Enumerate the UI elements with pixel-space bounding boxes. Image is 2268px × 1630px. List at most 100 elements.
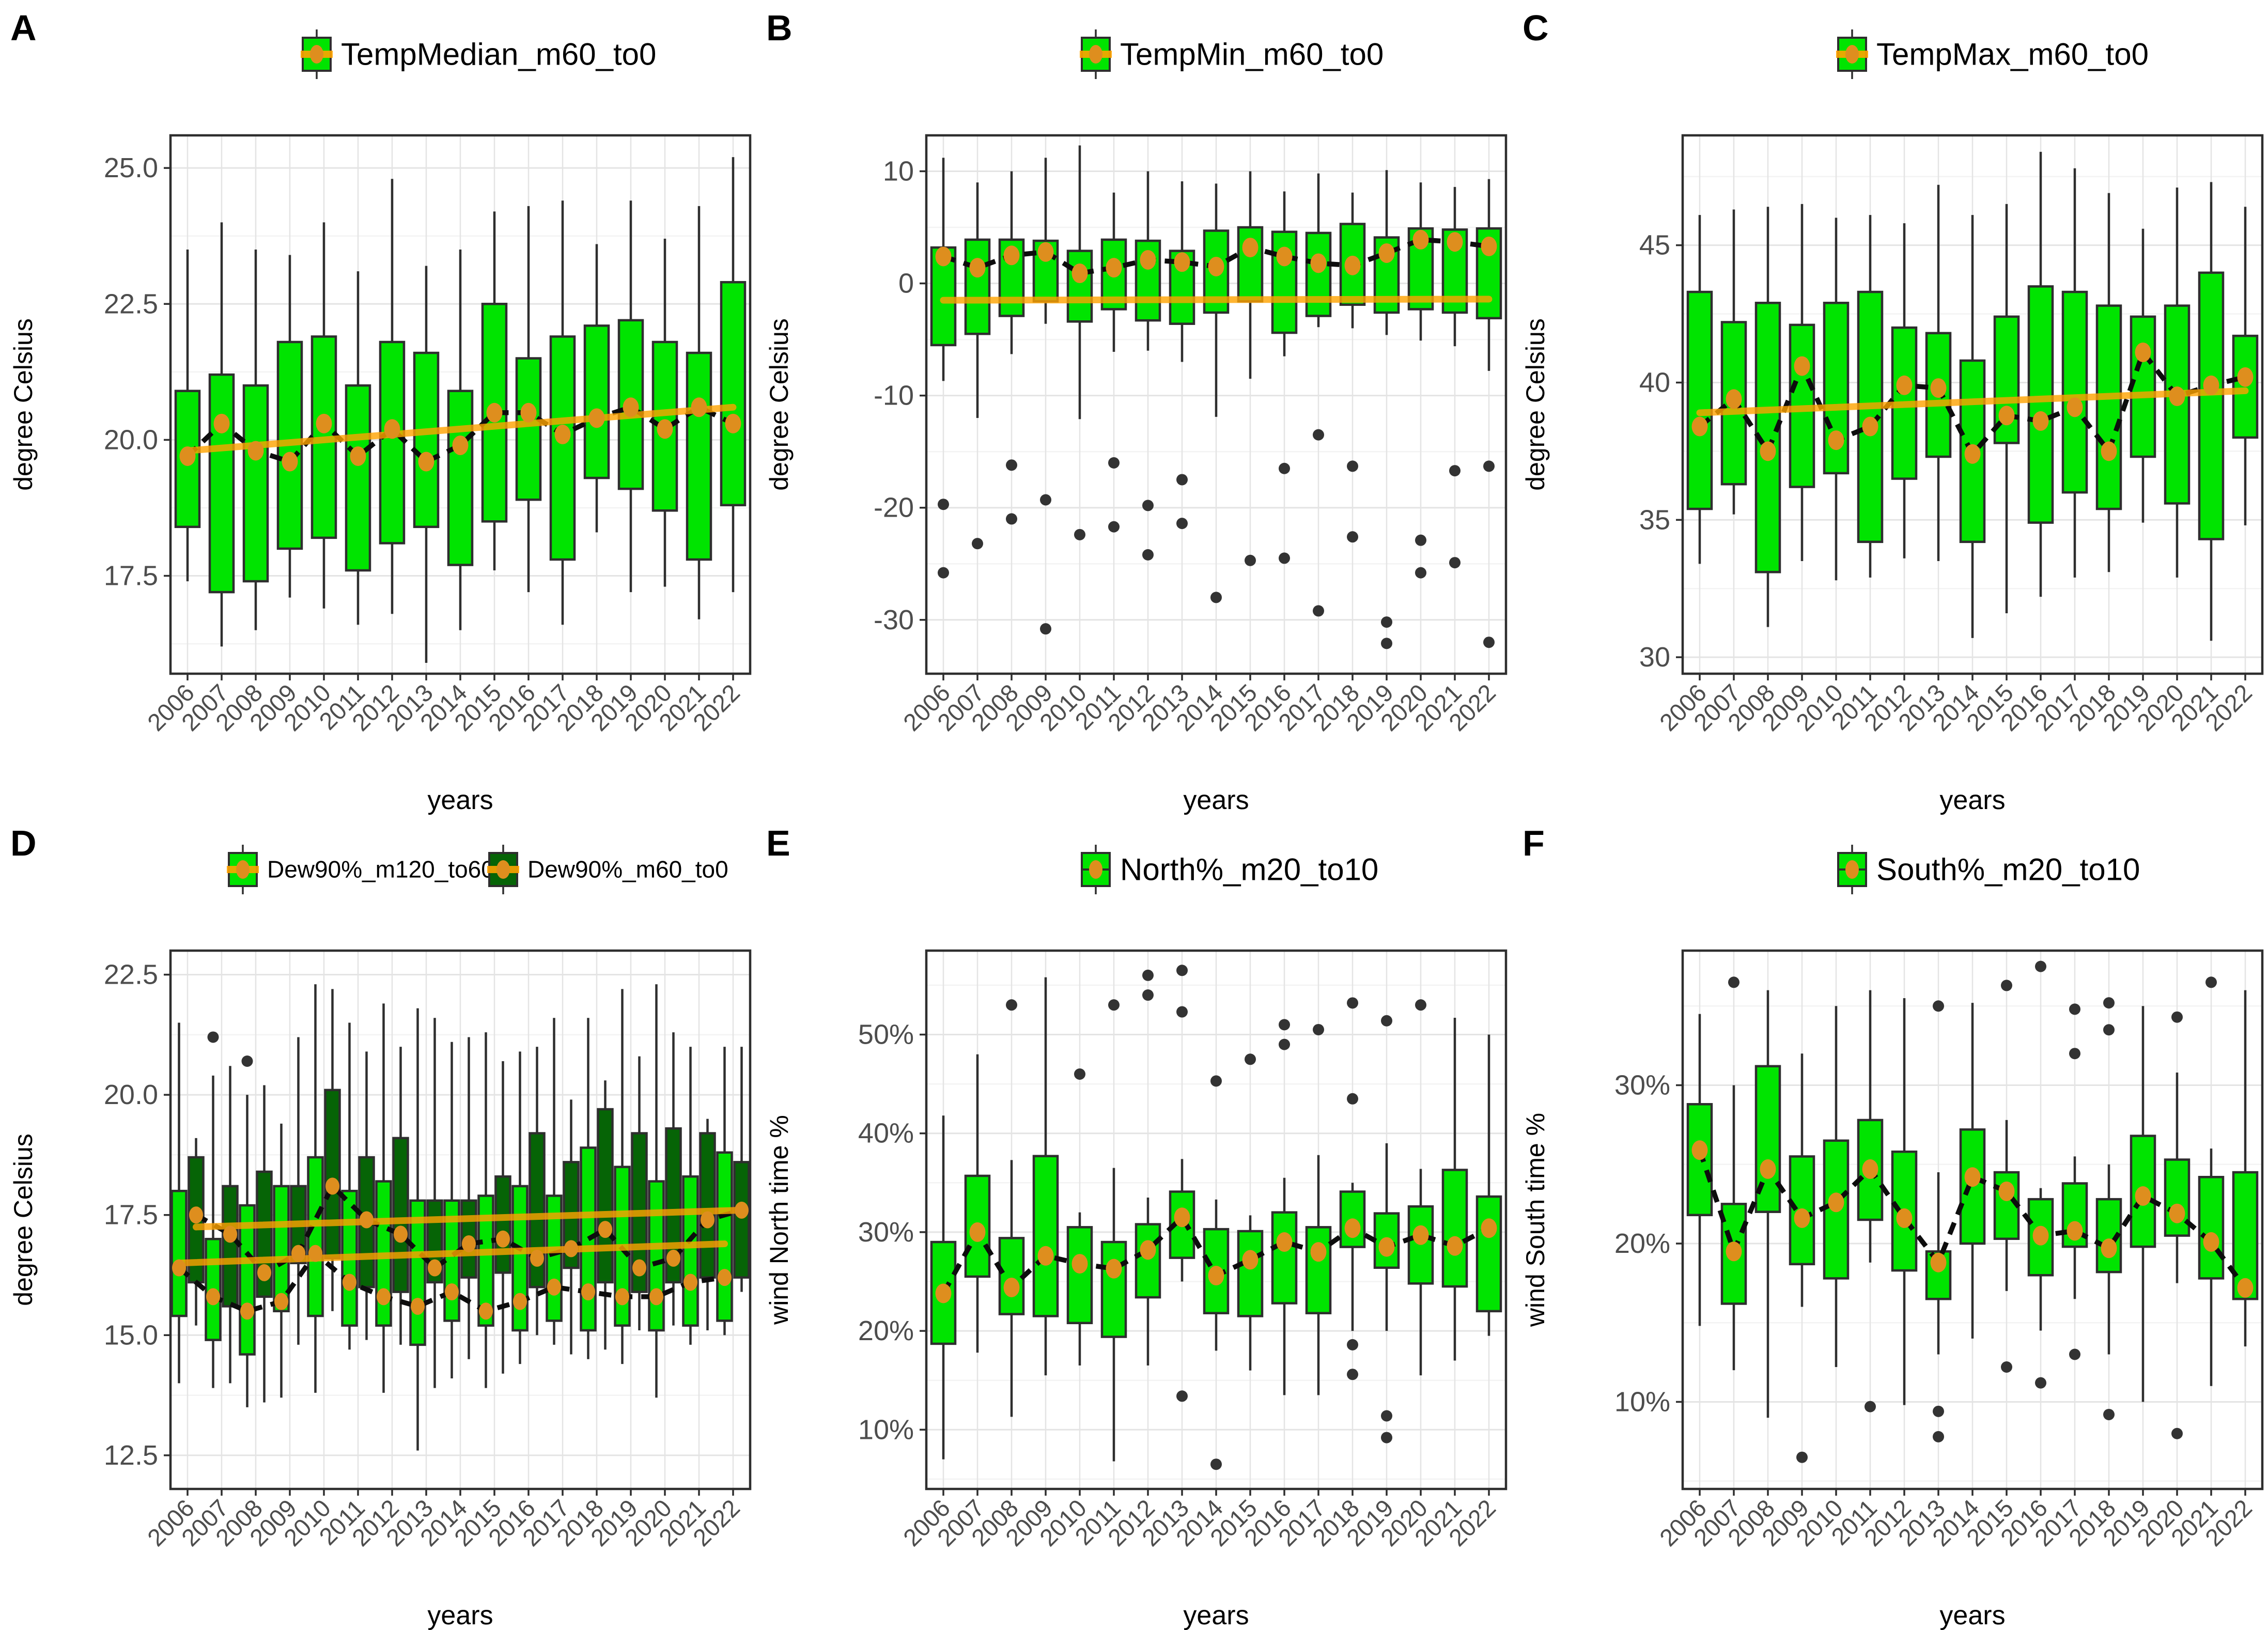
outlier-dot xyxy=(241,1055,253,1067)
panel-letter-C: C xyxy=(1523,8,1549,48)
box xyxy=(392,1137,409,1293)
mean-dot xyxy=(718,1269,732,1286)
mean-dot xyxy=(1862,1159,1878,1179)
axis-title-x: years xyxy=(427,1601,493,1630)
mean-dot xyxy=(1276,246,1293,267)
axis-title-x: years xyxy=(427,785,493,815)
legend-key-mean-dot xyxy=(1089,860,1102,879)
outlier-dot xyxy=(1381,1410,1392,1422)
y-tick-label: 10% xyxy=(858,1414,914,1445)
panel-B: B -30 -20 -10 0 10 2006 2007 2008 2009 2010 2011 20… xyxy=(756,0,1512,815)
box xyxy=(273,1185,290,1313)
mean-dot xyxy=(1930,378,1947,398)
chart-svg-C: 3035404520062007200820092010201120122013… xyxy=(1521,29,2264,815)
outlier-dot xyxy=(1728,976,1739,988)
outlier-dot xyxy=(1415,999,1426,1011)
axis-title-y: degree Celsius xyxy=(9,1134,38,1306)
outlier-dot xyxy=(1381,1432,1392,1443)
mean-dot xyxy=(1037,242,1054,262)
box xyxy=(1032,1155,1059,1317)
box xyxy=(597,1108,614,1284)
outlier-dot xyxy=(1483,460,1495,472)
outlier-dot xyxy=(1796,1451,1808,1463)
trend-line xyxy=(940,296,1493,304)
box xyxy=(1271,1211,1298,1305)
axis-title-y: degree Celsius xyxy=(9,318,38,491)
box xyxy=(733,1161,750,1279)
mean-dot xyxy=(1896,375,1913,395)
y-tick-label: 17.5 xyxy=(104,1200,158,1231)
mean-dot xyxy=(1378,1237,1395,1257)
outlier-dot xyxy=(1006,459,1017,471)
outlier-dot xyxy=(2001,980,2012,991)
mean-dot xyxy=(1071,1254,1088,1274)
outlier-dot xyxy=(1279,552,1290,564)
mean-dot xyxy=(343,1274,356,1291)
mean-dot xyxy=(384,419,400,439)
box xyxy=(345,384,371,572)
panel-letter-B: B xyxy=(766,8,793,48)
box xyxy=(1066,250,1093,323)
mean-dot xyxy=(206,1288,220,1306)
box xyxy=(1066,1226,1093,1325)
outlier-dot xyxy=(2069,1348,2080,1360)
outlier-dot xyxy=(1074,529,1085,540)
box xyxy=(583,324,610,479)
mean-dot xyxy=(969,1222,986,1242)
mean-dot xyxy=(1344,1218,1361,1238)
outlier-dot xyxy=(1245,1053,1256,1065)
box xyxy=(2061,290,2088,494)
outlier-dot xyxy=(2069,1003,2080,1015)
box xyxy=(1305,1226,1332,1314)
y-tick-label: 10% xyxy=(1614,1386,1670,1417)
mean-dot xyxy=(1140,250,1156,270)
mean-dot xyxy=(1828,1192,1844,1213)
mean-dot xyxy=(377,1288,391,1306)
mean-dot xyxy=(2169,386,2185,407)
outlier-dot xyxy=(2001,1361,2012,1373)
y-tick-label: 30% xyxy=(1614,1070,1670,1101)
mean-dot xyxy=(1378,243,1395,263)
box xyxy=(222,1185,239,1308)
chart-svg-B: -30-20-100102006200720082009201020112012… xyxy=(765,29,1508,815)
y-tick-label: 12.5 xyxy=(104,1440,158,1471)
outlier-dot xyxy=(1176,1390,1188,1402)
box xyxy=(2095,304,2122,510)
mean-dot xyxy=(581,1283,595,1301)
box xyxy=(1100,1240,1127,1338)
y-tick-label: 20% xyxy=(1614,1228,1670,1259)
y-tick-label: 22.5 xyxy=(104,288,158,319)
mean-dot xyxy=(1310,253,1327,273)
outlier-dot xyxy=(2171,1011,2183,1023)
box xyxy=(1135,1223,1161,1299)
outlier-dot xyxy=(2103,997,2115,1009)
outlier-dot xyxy=(2035,960,2046,972)
y-tick-label: 50% xyxy=(858,1019,914,1050)
mean-dot xyxy=(223,1225,237,1243)
outlier-dot xyxy=(1210,592,1222,603)
mean-dot xyxy=(1828,430,1844,451)
mean-dot xyxy=(360,1211,374,1229)
legend-label: South%_m20_to10 xyxy=(1876,852,2140,887)
outlier-dot xyxy=(1142,500,1154,511)
outlier-dot xyxy=(1347,1339,1358,1350)
mean-dot xyxy=(513,1293,527,1310)
panel-A: A 17.5 20.0 22.5 25.0 2006 2007 2008 2009 2010 20… xyxy=(0,0,756,815)
axis-title-y: wind North time % xyxy=(765,1115,794,1325)
panel-letter-E: E xyxy=(766,823,790,863)
outlier-dot xyxy=(2205,976,2217,988)
legend-label: North%_m20_to10 xyxy=(1120,852,1378,887)
mean-dot xyxy=(1242,238,1259,258)
outlier-dot xyxy=(2035,1377,2046,1389)
mean-dot xyxy=(308,1245,322,1262)
mean-dot xyxy=(1998,1181,2015,1201)
legend-key-mean-dot xyxy=(310,45,323,64)
mean-dot xyxy=(1998,406,2015,426)
mean-dot xyxy=(1794,1208,1810,1228)
chart-svg-E: 10%20%30%40%50%2006200720082009201020112… xyxy=(765,845,1508,1630)
box xyxy=(2232,1171,2259,1300)
mean-dot xyxy=(1691,1140,1708,1160)
outlier-dot xyxy=(1415,534,1426,546)
box xyxy=(1305,231,1332,317)
outlier-dot xyxy=(938,499,949,510)
